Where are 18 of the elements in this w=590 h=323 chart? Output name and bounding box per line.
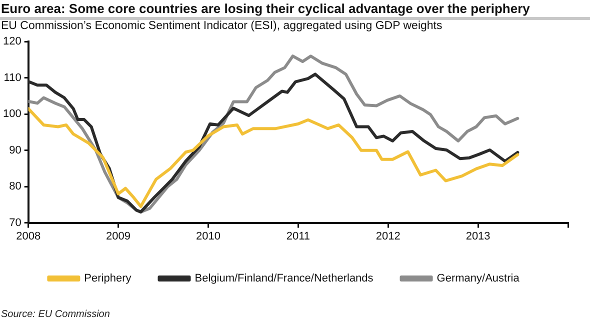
x-tick-label: 2011 <box>286 230 310 242</box>
chart-subtitle: EU Commission’s Economic Sentiment Indicator (ESI), aggregated using GDP weights <box>0 20 444 32</box>
source-note: Source: EU Commission <box>1 309 110 320</box>
x-tick-label: 2010 <box>196 230 220 242</box>
y-tick-label: 90 <box>9 144 22 156</box>
y-tick-label: 70 <box>9 216 22 229</box>
x-tick-label: 2008 <box>16 230 41 242</box>
x-tick-label: 2012 <box>376 230 400 242</box>
legend-label: Belgium/Finland/France/Netherlands <box>194 272 374 285</box>
y-tick-label: 100 <box>2 108 22 120</box>
y-tick-label: 120 <box>2 36 22 48</box>
legend-label: Germany/Austria <box>436 272 520 285</box>
x-tick-label: 2013 <box>466 230 490 242</box>
y-tick-label: 80 <box>9 180 22 193</box>
y-tick-label: 110 <box>4 72 22 84</box>
legend-label: Periphery <box>84 272 132 285</box>
chart-title: Euro area: Some core countries are losing their cyclical advantage over the periphery <box>0 0 531 16</box>
x-tick-label: 2009 <box>106 230 131 242</box>
